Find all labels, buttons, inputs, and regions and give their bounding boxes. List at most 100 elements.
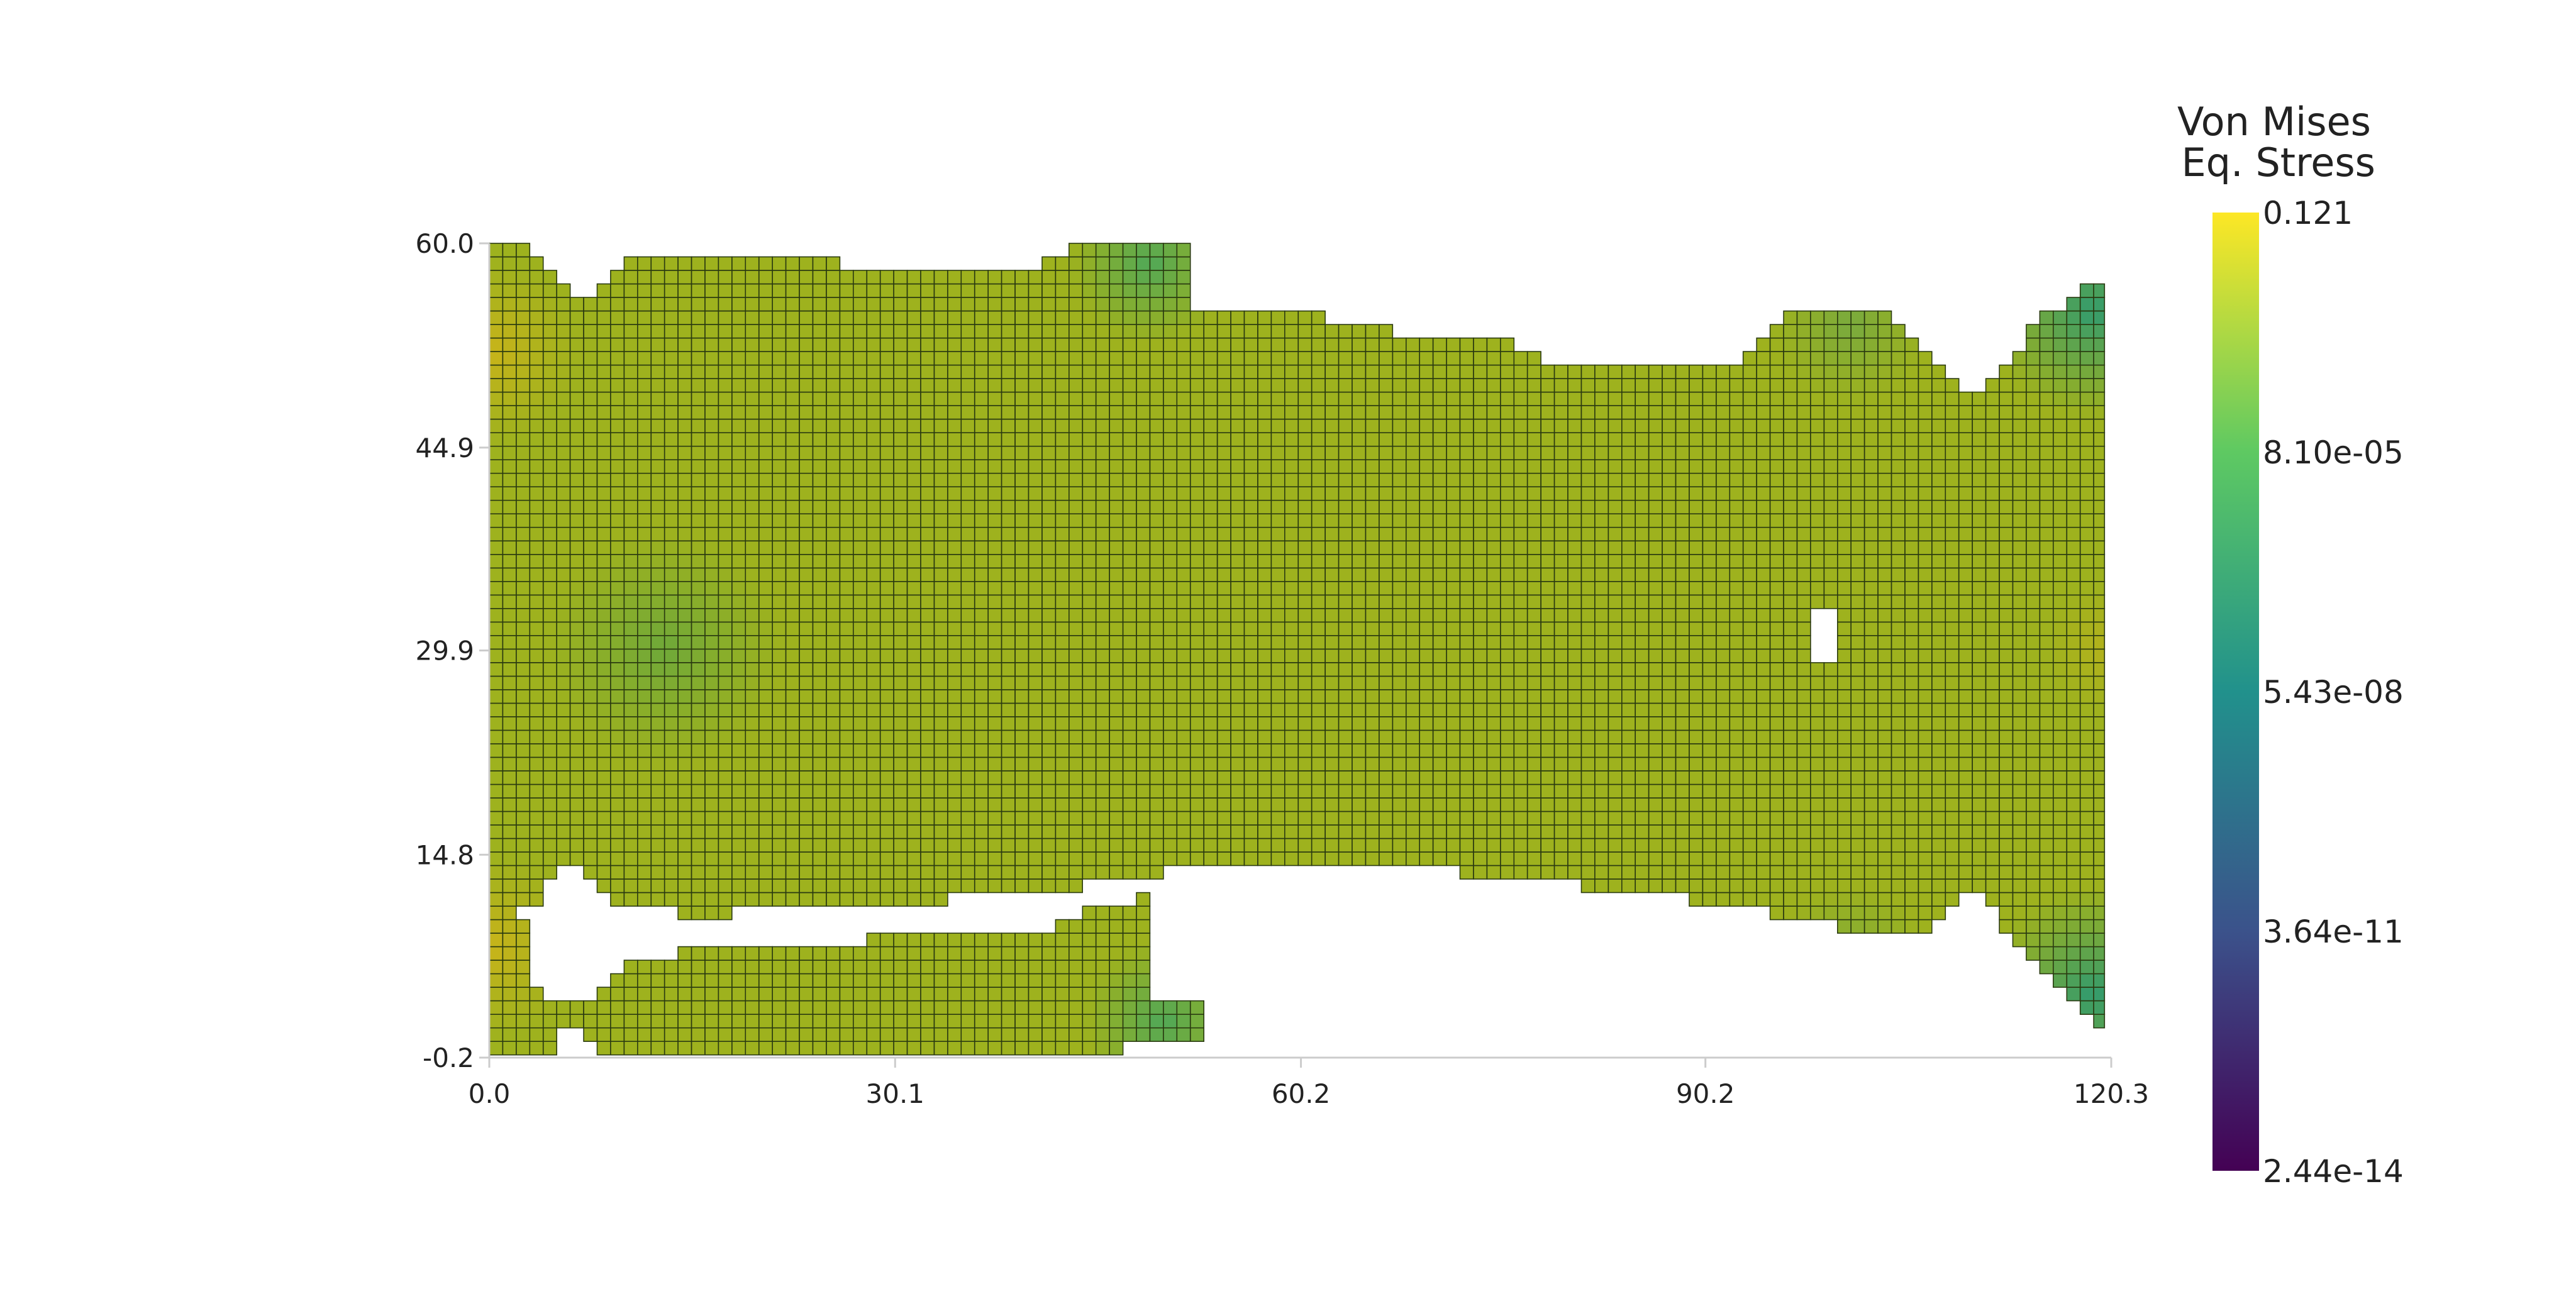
mesh-element [1136,743,1151,758]
mesh-element [691,553,706,569]
mesh-element [1742,770,1757,785]
mesh-element [1863,648,1879,663]
mesh-element [1716,364,1731,379]
mesh-element [1877,324,1892,339]
mesh-element [1796,770,1811,785]
mesh-element [1850,594,1865,609]
mesh-element [1500,716,1515,731]
mesh-element [1041,770,1057,785]
mesh-element [596,851,611,866]
mesh-element [1756,783,1771,799]
mesh-element [542,351,557,366]
mesh-element [1014,946,1030,961]
mesh-element [906,391,921,406]
mesh-element [826,716,841,731]
mesh-element [826,824,841,839]
mesh-element [1823,838,1838,853]
mesh-element [1675,432,1690,447]
mesh-element [1297,553,1313,569]
mesh-element [1473,580,1488,596]
mesh-element [636,553,652,569]
mesh-element [1742,553,1757,569]
mesh-element [1095,716,1110,731]
mesh-element [731,418,747,434]
mesh-element [1621,580,1636,596]
mesh-element [1742,702,1757,717]
mesh-element [704,702,719,717]
mesh-element [758,391,774,406]
mesh-element [1526,445,1541,461]
mesh-element [839,743,854,758]
mesh-element [1001,729,1016,744]
mesh-element [1567,716,1582,731]
mesh-element [987,351,1002,366]
mesh-element [866,932,881,948]
mesh-element [731,892,747,907]
mesh-element [974,513,989,528]
mesh-element [987,743,1002,758]
mesh-element [1567,851,1582,866]
mesh-element [1352,838,1367,853]
mesh-element [933,499,948,515]
mesh-element [1689,783,1704,799]
mesh-element [623,987,638,1002]
mesh-element [1122,418,1137,434]
mesh-element [866,797,881,812]
mesh-element [1473,499,1488,515]
mesh-element [812,1027,827,1042]
mesh-element [974,540,989,555]
mesh-element [920,337,935,352]
mesh-element [1069,810,1084,826]
mesh-element [1041,526,1057,542]
mesh-element [718,987,733,1002]
mesh-element [758,810,774,826]
mesh-element [1082,486,1097,501]
mesh-element [920,405,935,420]
mesh-element [663,810,679,826]
mesh-element [853,364,868,379]
mesh-element [1243,513,1258,528]
mesh-element [502,432,517,447]
mesh-element [1122,716,1137,731]
mesh-element [731,675,747,690]
mesh-element [1230,607,1245,623]
mesh-element [920,743,935,758]
mesh-element [677,662,692,677]
mesh-element [745,526,760,542]
mesh-element [1675,567,1690,582]
mesh-element [623,418,638,434]
mesh-element [1055,540,1070,555]
mesh-element [974,797,989,812]
mesh-element [745,838,760,853]
mesh-element [1352,445,1367,461]
mesh-element [1122,932,1137,948]
mesh-element [1810,418,1825,434]
mesh-element [853,445,868,461]
mesh-element [947,1027,962,1042]
mesh-element [987,878,1002,893]
mesh-element [758,797,774,812]
mesh-element [1756,607,1771,623]
mesh-element [745,702,760,717]
mesh-element [610,702,625,717]
mesh-element [1095,932,1110,948]
mesh-element [1796,378,1811,393]
mesh-element [1109,391,1124,406]
mesh-element [1041,621,1057,636]
mesh-element [1069,472,1084,488]
mesh-element [1526,621,1541,636]
mesh-element [1392,689,1407,704]
mesh-element [610,743,625,758]
mesh-element [691,351,706,366]
mesh-element [1702,851,1717,866]
mesh-element [1338,513,1353,528]
mesh-element [974,960,989,975]
mesh-element [1257,553,1272,569]
mesh-element [1526,351,1541,366]
mesh-element [1850,324,1865,339]
mesh-element [610,729,625,744]
mesh-element [1607,607,1623,623]
mesh-element [1607,743,1623,758]
mesh-element [1783,391,1798,406]
mesh-element [1284,378,1299,393]
